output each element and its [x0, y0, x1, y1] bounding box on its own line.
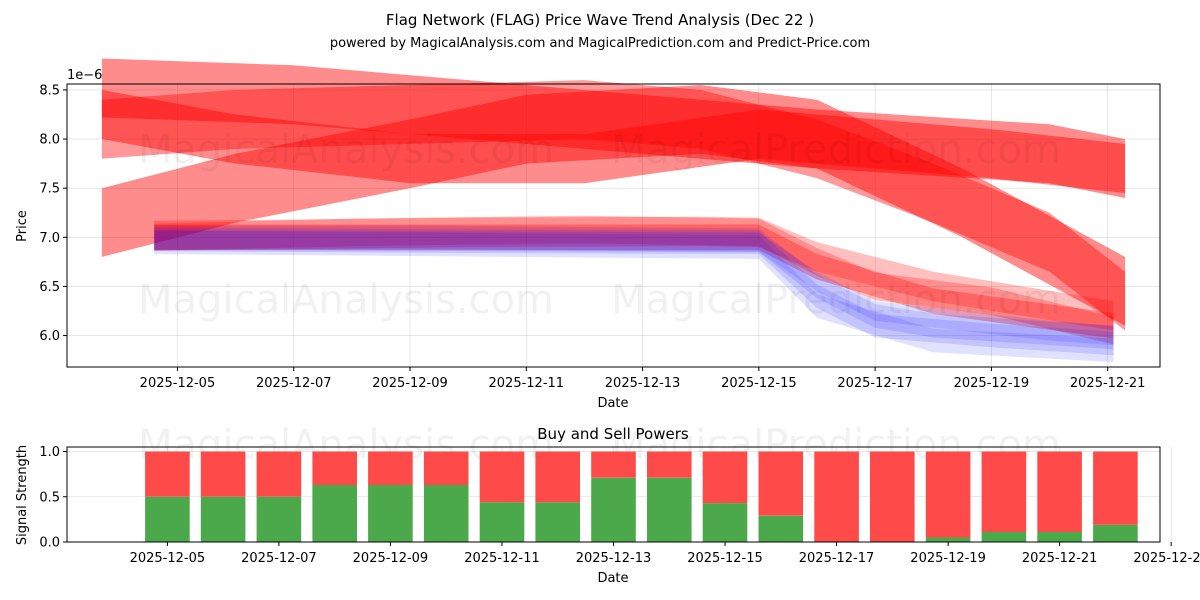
- watermark-analysis-top: MagicalAnalysis.com: [138, 127, 554, 173]
- buy-bar: [368, 485, 413, 542]
- sell-bar: [870, 451, 915, 542]
- price-x-tick-label: 2025-12-19: [954, 376, 1030, 391]
- price-y-tick-label: 6.5: [39, 280, 60, 295]
- price-y-axis-label: Price: [15, 210, 30, 242]
- signal-x-tick-label: 2025-12-19: [910, 551, 986, 566]
- buy-bar: [256, 496, 302, 542]
- signal-x-ticks: 2025-12-05 2025-12-07 2025-12-09 2025-12-11…: [130, 542, 1200, 566]
- sell-bar: [256, 451, 302, 497]
- buy-bar: [758, 515, 804, 542]
- sell-bar: [591, 451, 636, 478]
- buy-bar: [479, 502, 525, 542]
- price-x-tick-label: 2025-12-11: [489, 376, 565, 391]
- signal-x-tick-label: 2025-12-05: [130, 551, 206, 566]
- buy-bar: [647, 477, 692, 542]
- sell-bar: [925, 451, 971, 538]
- price-x-tick-label: 2025-12-17: [837, 376, 913, 391]
- sell-bar: [758, 451, 804, 516]
- signal-x-tick-label: 2025-12-15: [687, 551, 763, 566]
- buy-bar: [1093, 524, 1138, 542]
- chart-subtitle: powered by MagicalAnalysis.com and Magic…: [330, 36, 870, 51]
- price-y-tick-label: 6.0: [39, 329, 60, 344]
- sell-bar: [479, 451, 525, 503]
- signal-x-tick-label: 2025-12-23: [1133, 551, 1200, 566]
- signal-x-tick-label: 2025-12-07: [241, 551, 317, 566]
- signal-x-tick-label: 2025-12-13: [576, 551, 652, 566]
- price-band-blue-flat-2: [154, 227, 1114, 356]
- price-x-tick-label: 2025-12-13: [605, 376, 681, 391]
- price-band-red-wave-2: [101, 85, 1126, 326]
- signal-chart: Buy and Sell Powers MagicalAnalysis.com …: [15, 422, 1200, 586]
- signal-x-tick-label: 2025-12-09: [353, 551, 429, 566]
- signal-bars: [145, 451, 1138, 542]
- sell-bar: [423, 451, 469, 485]
- price-band-red-wave-4: [101, 89, 1126, 194]
- signal-x-tick-label: 2025-12-17: [799, 551, 875, 566]
- sell-bar: [368, 451, 413, 485]
- signal-y-axis-label: Signal Strength: [15, 445, 30, 545]
- price-band-blue-flat-3: [154, 230, 1114, 363]
- buy-bar: [145, 496, 190, 542]
- signal-y-tick-label: 0.0: [39, 536, 60, 551]
- price-band-red-wave-3: [101, 80, 1126, 331]
- buy-bar: [925, 537, 971, 542]
- signal-x-tick-label: 2025-12-11: [464, 551, 540, 566]
- price-band-red-wave-1: [101, 58, 1126, 198]
- price-grid: [67, 84, 1160, 367]
- signal-x-tick-label: 2025-12-21: [1022, 551, 1098, 566]
- price-y-ticks: 6.0 6.5 7.0 7.5 8.0 8.5: [39, 83, 67, 344]
- sell-bar: [702, 451, 748, 504]
- price-plot-frame: [66, 83, 1161, 368]
- price-band-blue-flat-1: [154, 225, 1114, 350]
- signal-x-axis-label: Date: [597, 571, 628, 586]
- sell-bar: [145, 451, 190, 497]
- price-y-tick-label: 7.5: [39, 182, 60, 197]
- price-y-tick-label: 8.0: [39, 133, 60, 148]
- sell-bar: [981, 451, 1027, 532]
- sell-bar: [1037, 451, 1082, 532]
- buy-bar: [423, 485, 469, 542]
- price-chart: MagicalAnalysis.com MagicalPrediction.co…: [15, 58, 1161, 411]
- signal-y-ticks: 0.0 0.5 1.0: [39, 445, 67, 551]
- sell-bar: [200, 451, 246, 497]
- sell-bar: [814, 451, 859, 542]
- sell-bar: [312, 451, 357, 485]
- chart-title: Flag Network (FLAG) Price Wave Trend Ana…: [386, 11, 814, 29]
- price-x-tick-label: 2025-12-09: [372, 376, 448, 391]
- price-x-tick-label: 2025-12-05: [140, 376, 216, 391]
- price-x-tick-label: 2025-12-21: [1070, 376, 1146, 391]
- price-y-multiplier: 1e−6: [67, 68, 102, 83]
- price-band-red-flat-2: [154, 215, 1114, 345]
- buy-bar: [535, 502, 580, 542]
- price-band-red-flat-1: [154, 216, 1114, 331]
- price-bands: [101, 58, 1126, 363]
- sell-bar: [1093, 451, 1138, 525]
- price-x-tick-label: 2025-12-15: [721, 376, 797, 391]
- buy-bar: [1037, 532, 1082, 542]
- price-x-axis-label: Date: [597, 396, 628, 411]
- signal-chart-title: Buy and Sell Powers: [537, 425, 689, 443]
- price-y-tick-label: 8.5: [39, 83, 60, 98]
- signal-y-tick-label: 1.0: [39, 445, 60, 460]
- price-band-blue-flat-4: [154, 230, 1114, 346]
- price-band-red-flat-3: [154, 224, 1114, 339]
- buy-bar: [312, 485, 357, 542]
- sell-bar: [535, 451, 580, 503]
- watermark-analysis-mid: MagicalAnalysis.com: [138, 277, 554, 323]
- price-x-tick-label: 2025-12-07: [256, 376, 332, 391]
- buy-bar: [981, 532, 1027, 542]
- sell-bar: [647, 451, 692, 478]
- signal-y-tick-label: 0.5: [39, 490, 60, 505]
- price-y-tick-label: 7.0: [39, 231, 60, 246]
- watermark-prediction-mid: MagicalPrediction.com: [611, 277, 1061, 323]
- buy-bar: [702, 503, 748, 542]
- watermark-prediction-top: MagicalPrediction.com: [611, 127, 1061, 173]
- buy-bar: [591, 477, 636, 542]
- price-x-ticks: 2025-12-05 2025-12-07 2025-12-09 2025-12-11…: [140, 367, 1146, 391]
- buy-bar: [200, 496, 246, 542]
